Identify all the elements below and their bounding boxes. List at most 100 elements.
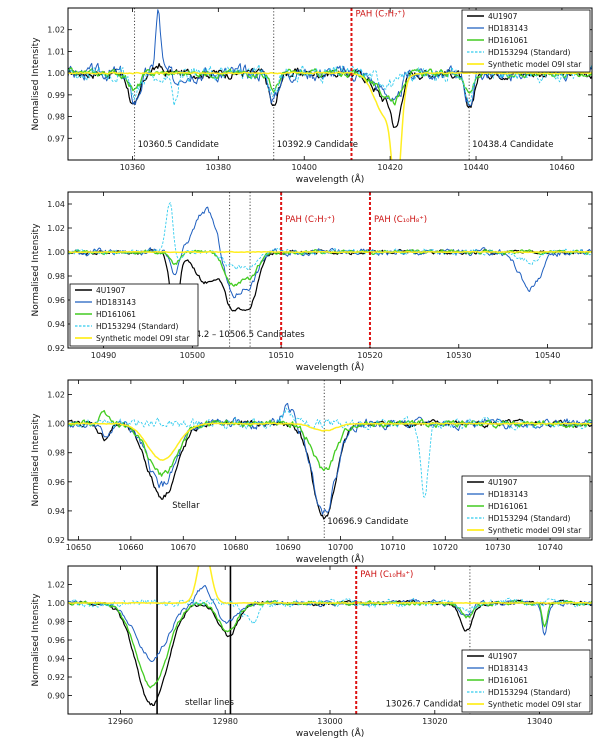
legend-label: Synthetic model O9I star xyxy=(96,334,190,343)
series-hd161061 xyxy=(68,249,592,287)
y-tick-label: 0.94 xyxy=(47,655,65,664)
candidate-label: 10504.2 – 10506.5 Candidates xyxy=(174,330,305,340)
legend-label: 4U1907 xyxy=(488,652,518,661)
plot-frame xyxy=(67,565,593,715)
y-tick-label: 1.02 xyxy=(47,391,65,400)
y-axis-label: Normalised Intensity xyxy=(31,37,41,131)
pah-label: PAH (C₁₀H₈⁺) xyxy=(374,215,427,225)
legend-label: Synthetic model O9I star xyxy=(488,60,582,69)
legend-box xyxy=(461,649,591,713)
plot-frame xyxy=(67,379,593,541)
x-tick-label: 10540 xyxy=(535,351,560,360)
x-tick-label: 10510 xyxy=(268,351,293,360)
pah-label: PAH (C₇H₇⁺) xyxy=(285,215,335,225)
x-tick-label: 10490 xyxy=(91,351,116,360)
y-axis-label: Normalised Intensity xyxy=(31,223,41,317)
x-tick-label: 13020 xyxy=(422,717,447,726)
legend-label: Synthetic model O9I star xyxy=(488,700,582,709)
x-tick-label: 10380 xyxy=(206,163,231,172)
x-tick-label: 10460 xyxy=(549,163,574,172)
series-4u1907 xyxy=(68,418,592,520)
x-tick-label: 10650 xyxy=(66,543,91,552)
y-tick-label: 1.04 xyxy=(47,200,65,209)
x-tick-label: 10520 xyxy=(357,351,382,360)
x-tick-label: 10680 xyxy=(223,543,248,552)
y-tick-label: 0.99 xyxy=(47,91,65,100)
y-tick-label: 0.94 xyxy=(47,507,65,516)
candidate-label: 10392.9 Candidate xyxy=(277,140,358,150)
y-axis-label: Normalised Intensity xyxy=(31,413,41,507)
x-tick-label: 10730 xyxy=(485,543,510,552)
legend-label: HD183143 xyxy=(96,298,136,307)
legend: 4U1907 HD183143 HD161061 HD153294 (Standard… xyxy=(69,283,199,347)
x-tick-label: 10530 xyxy=(446,351,471,360)
legend-label: Synthetic model O9I star xyxy=(488,526,582,535)
x-axis-label: wavelength (Å) xyxy=(296,361,364,373)
legend-label: 4U1907 xyxy=(96,286,126,295)
x-tick-label: 10360 xyxy=(120,163,145,172)
x-tick-label: 13040 xyxy=(527,717,552,726)
y-tick-label: 0.96 xyxy=(47,636,65,645)
y-tick-label: 0.98 xyxy=(47,113,65,122)
series-hd153294 xyxy=(68,202,592,270)
x-tick-label: 10660 xyxy=(118,543,143,552)
legend: 4U1907 HD183143 HD161061 HD153294 (Standard… xyxy=(461,649,591,713)
plot-frame xyxy=(67,191,593,349)
y-tick-label: 1.02 xyxy=(47,26,65,35)
legend-label: HD183143 xyxy=(488,24,528,33)
x-axis-label: wavelength (Å) xyxy=(296,553,364,565)
annotation: Stellar xyxy=(172,501,200,511)
y-tick-label: 1.01 xyxy=(47,47,65,56)
candidate-label: 10438.4 Candidate xyxy=(472,140,553,150)
y-tick-label: 1.02 xyxy=(47,224,65,233)
x-tick-label: 10710 xyxy=(380,543,405,552)
series-hd183143 xyxy=(68,585,592,662)
y-tick-label: 1.00 xyxy=(47,69,65,78)
legend-label: HD161061 xyxy=(96,310,136,319)
legend: 4U1907 HD183143 HD161061 HD153294 (Standard… xyxy=(461,9,591,73)
y-tick-label: 0.96 xyxy=(47,478,65,487)
y-tick-label: 0.98 xyxy=(47,449,65,458)
y-tick-label: 1.00 xyxy=(47,599,65,608)
y-tick-label: 0.96 xyxy=(47,296,65,305)
series-synthetic-model xyxy=(68,71,592,160)
y-tick-label: 0.90 xyxy=(47,692,65,701)
panel-3: 10650 10660 10670 10680 10690 10700 10710 10720… xyxy=(31,379,593,565)
x-tick-label: 12980 xyxy=(212,717,237,726)
legend-label: HD153294 (Standard) xyxy=(488,48,570,57)
legend-box xyxy=(461,9,591,73)
legend-label: HD161061 xyxy=(488,36,528,45)
candidate-label: 13026.7 Candidate xyxy=(386,700,467,710)
legend-box xyxy=(69,283,199,347)
legend-label: HD183143 xyxy=(488,664,528,673)
y-tick-label: 1.00 xyxy=(47,420,65,429)
legend: 4U1907 HD183143 HD161061 HD153294 (Standard… xyxy=(461,475,591,539)
x-tick-label: 10500 xyxy=(180,351,205,360)
series-synthetic-model xyxy=(68,566,592,605)
legend-box xyxy=(461,475,591,539)
x-tick-label: 10420 xyxy=(377,163,402,172)
legend-label: HD161061 xyxy=(488,676,528,685)
legend-label: 4U1907 xyxy=(488,12,518,21)
panel-2: 10490 10500 10510 10520 10530 10540 0.92 0.94 0.… xyxy=(31,191,593,373)
x-tick-label: 10720 xyxy=(433,543,458,552)
legend-label: HD183143 xyxy=(488,490,528,499)
x-tick-label: 10400 xyxy=(292,163,317,172)
y-tick-label: 0.92 xyxy=(47,536,65,545)
x-tick-label: 13000 xyxy=(317,717,342,726)
x-axis-label: wavelength (Å) xyxy=(296,173,364,185)
x-tick-label: 10690 xyxy=(275,543,300,552)
y-axis-label: Normalised Intensity xyxy=(31,593,41,687)
y-tick-label: 1.00 xyxy=(47,248,65,257)
legend-label: HD153294 (Standard) xyxy=(96,322,178,331)
series-synthetic-model xyxy=(68,250,592,254)
x-tick-label: 10440 xyxy=(463,163,488,172)
legend-label: HD153294 (Standard) xyxy=(488,688,570,697)
y-tick-label: 0.97 xyxy=(47,134,65,143)
x-axis-label: wavelength (Å) xyxy=(296,727,364,739)
y-tick-label: 0.94 xyxy=(47,320,65,329)
legend-label: HD161061 xyxy=(488,502,528,511)
pah-label: PAH (C₁₀H₈⁺) xyxy=(360,570,413,580)
y-tick-label: 1.02 xyxy=(47,581,65,590)
